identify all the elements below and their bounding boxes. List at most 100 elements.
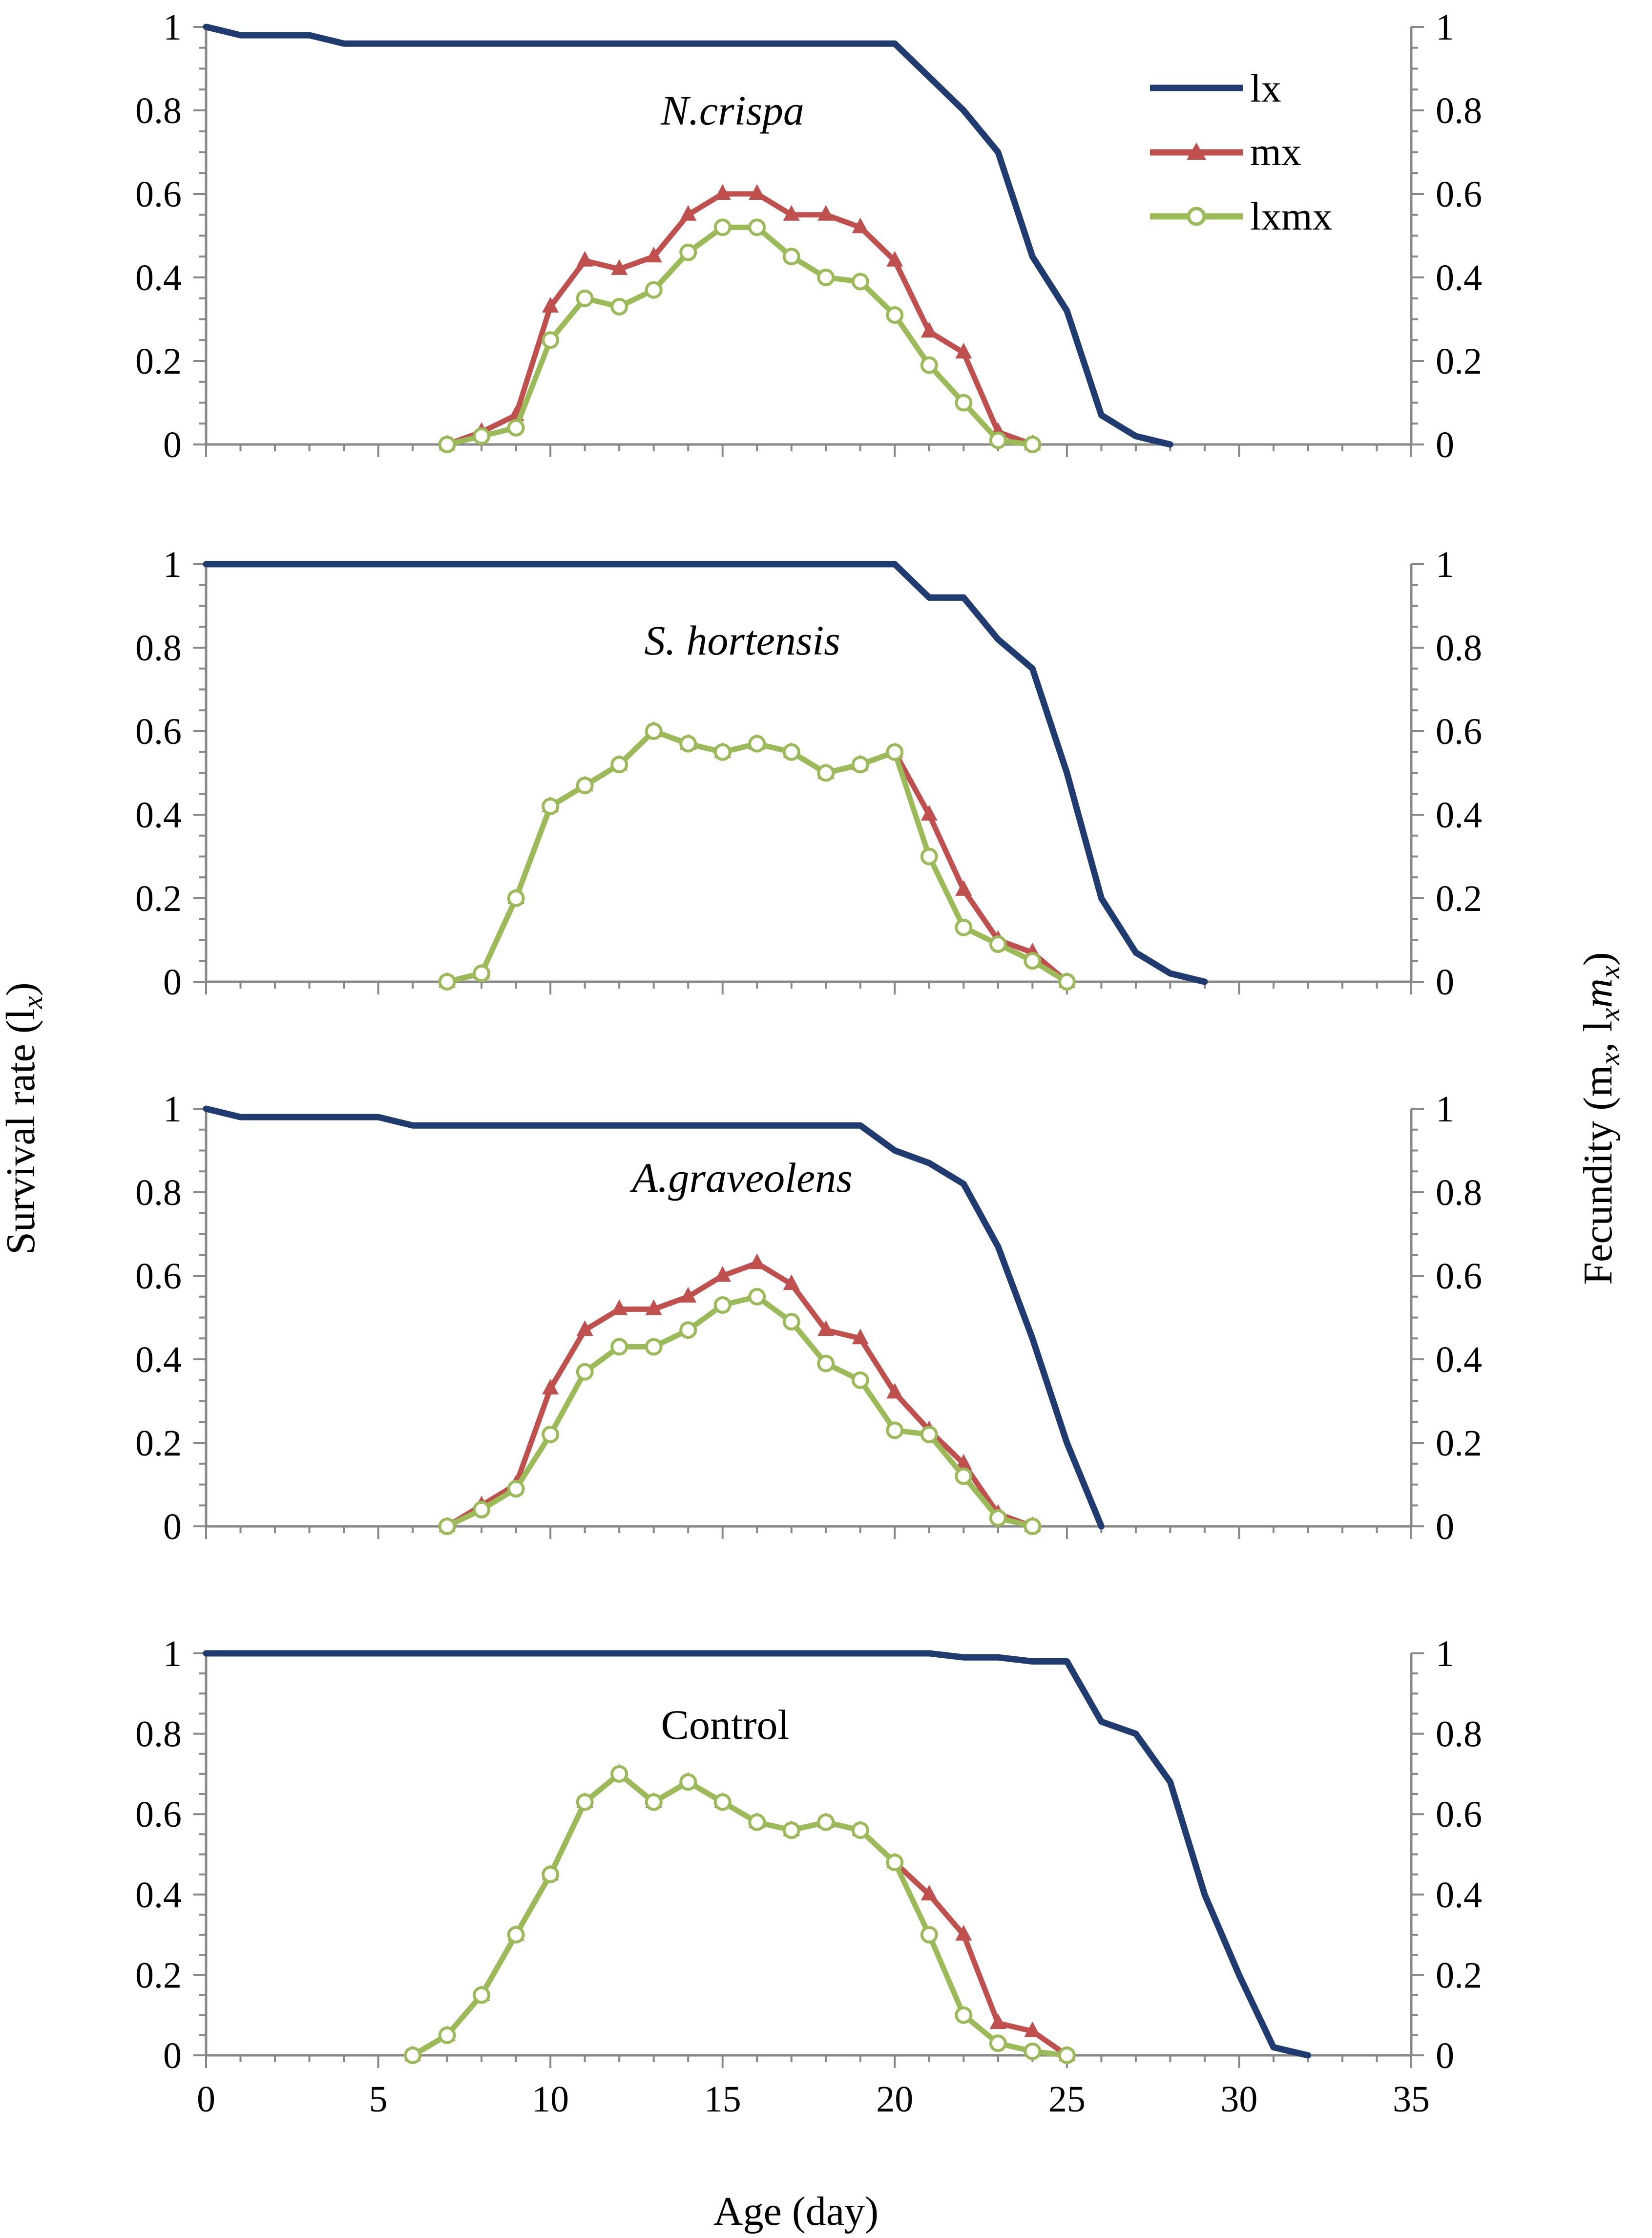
y-tick-label-left: 0.6: [135, 1794, 182, 1835]
mx-point: [817, 1320, 835, 1336]
series-line-lx: [203, 23, 1173, 448]
lxmx-point: [782, 248, 800, 266]
panel-0-marks: 0 0 0.2 0.2 0.4 0.4 0.6 0.6 0.8 0.8 1 1: [135, 7, 1482, 465]
y-tick-label-right: 0.2: [1436, 1423, 1482, 1464]
mx-point: [920, 322, 938, 338]
series-line-lxmx: [444, 1294, 1035, 1529]
x-tick-label: 25: [1048, 2079, 1086, 2120]
lxmx-point: [713, 743, 732, 761]
y-tick-label-right: 0.6: [1436, 174, 1482, 215]
mx-point: [645, 1299, 662, 1315]
lxmx-point: [989, 935, 1007, 953]
lxmx-point: [851, 1371, 869, 1389]
mx-point: [576, 251, 593, 267]
y-tick-label-right: 0: [1436, 424, 1454, 465]
x-tick-label: 10: [532, 2079, 569, 2120]
panel-3-title: Control: [661, 1701, 790, 1748]
lxmx-point: [1024, 2042, 1042, 2060]
lxmx-point: [507, 419, 525, 437]
series-line-lx: [203, 561, 1208, 985]
y-tick-label-right: 1: [1436, 7, 1454, 48]
lxmx-point: [473, 964, 491, 982]
x-tick-label: 35: [1393, 2079, 1430, 2120]
lxmx-point: [507, 1926, 525, 1944]
panel-n-crispa: 0 0 0.2 0.2 0.4 0.4 0.6 0.6 0.8 0.8 1 1 N.crispa: [135, 7, 1482, 465]
y-tick-label-left: 0.8: [135, 1714, 182, 1755]
lxmx-point: [989, 1509, 1007, 1527]
lxmx-point: [473, 1500, 491, 1519]
mx-point: [817, 205, 835, 221]
mx-point: [886, 251, 903, 267]
mx-point: [852, 1329, 869, 1345]
panel-s-hortensis: 0 0 0.2 0.2 0.4 0.4 0.6 0.6 0.8 0.8 1 1 S. hortensi…: [135, 544, 1482, 1003]
y-tick-label-right: 0.2: [1436, 878, 1482, 919]
lxmx-point: [920, 356, 938, 374]
mx-point: [920, 805, 938, 821]
lxmx-point: [645, 1793, 663, 1811]
lxmx-point: [473, 1986, 491, 2004]
mx-point: [920, 1884, 938, 1900]
y-tick-label-left: 0.4: [135, 1875, 182, 1916]
y-tick-label-left: 0: [163, 2035, 182, 2076]
lxmx-point: [1058, 973, 1076, 991]
lxmx-point: [886, 743, 904, 761]
series-line-lxmx: [410, 1771, 1070, 2058]
y-tick-label-left: 0: [163, 962, 182, 1003]
y-tick-label-right: 1: [1436, 1089, 1454, 1130]
lxmx-point: [610, 756, 628, 774]
lxmx-point: [542, 1425, 560, 1443]
lxmx-point: [817, 1813, 835, 1831]
lxmx-point: [782, 743, 800, 761]
mx-point: [749, 184, 766, 200]
panel-1-marks: 0 0 0.2 0.2 0.4 0.4 0.6 0.6 0.8 0.8 1 1: [135, 544, 1482, 1003]
lxmx-point: [713, 1793, 732, 1811]
lxmx-point: [507, 1480, 525, 1498]
legend-mx-label: mx: [1250, 129, 1301, 174]
lxmx-point: [679, 1773, 697, 1791]
lxmx-point: [1058, 2047, 1076, 2064]
y-tick-label-right: 0: [1436, 1506, 1454, 1547]
mx-point: [955, 1925, 972, 1941]
lxmx-point: [989, 2034, 1007, 2052]
y-tick-label-left: 0.6: [135, 1256, 182, 1297]
lxmx-point: [920, 1425, 938, 1443]
mx-point: [680, 1287, 697, 1303]
y-tick-label-left: 0.6: [135, 174, 182, 215]
legend-lxmx-label: lxmx: [1250, 194, 1333, 238]
panel-0-title: N.crispa: [660, 87, 804, 134]
x-tick-label: 20: [876, 2079, 913, 2120]
legend: lx mx lxmx: [1150, 66, 1333, 238]
lxmx-point: [1024, 952, 1042, 970]
lxmx-point: [438, 2026, 456, 2044]
y-tick-label-right: 1: [1436, 544, 1454, 585]
lxmx-point: [610, 297, 628, 316]
y-tick-label-left: 0.4: [135, 257, 182, 298]
lxmx-point: [576, 1793, 594, 1811]
lxmx-point: [782, 1313, 800, 1331]
legend-lx-label: lx: [1250, 66, 1281, 110]
lxmx-point: [438, 436, 456, 453]
mx-point: [783, 205, 800, 221]
panel-3-marks: 0 0 0.2 0.2 0.4 0.4 0.6 0.6 0.8 0.8 1 1: [135, 1633, 1482, 2076]
legend-lxmx-marker: [1187, 207, 1206, 226]
y-tick-label-left: 1: [163, 1089, 182, 1130]
mx-point: [955, 342, 972, 359]
lxmx-point: [438, 973, 456, 991]
y-tick-label-right: 0.6: [1436, 1794, 1482, 1835]
y-tick-label-left: 0.2: [135, 878, 182, 919]
y-tick-label-left: 0.4: [135, 1339, 182, 1380]
lxmx-point: [955, 918, 973, 936]
mx-point: [645, 247, 662, 263]
y-tick-label-right: 0.4: [1436, 795, 1482, 836]
lxmx-point: [886, 1853, 904, 1871]
lxmx-point: [610, 1338, 628, 1356]
lxmx-point: [851, 756, 869, 774]
y-tick-label-left: 0: [163, 1506, 182, 1547]
lxmx-point: [679, 735, 697, 753]
mx-point: [714, 184, 731, 200]
mx-point: [749, 1253, 766, 1269]
y-tick-label-left: 0.2: [135, 1955, 182, 1996]
x-tick-label: 15: [704, 2079, 741, 2120]
lxmx-point: [955, 2006, 973, 2024]
